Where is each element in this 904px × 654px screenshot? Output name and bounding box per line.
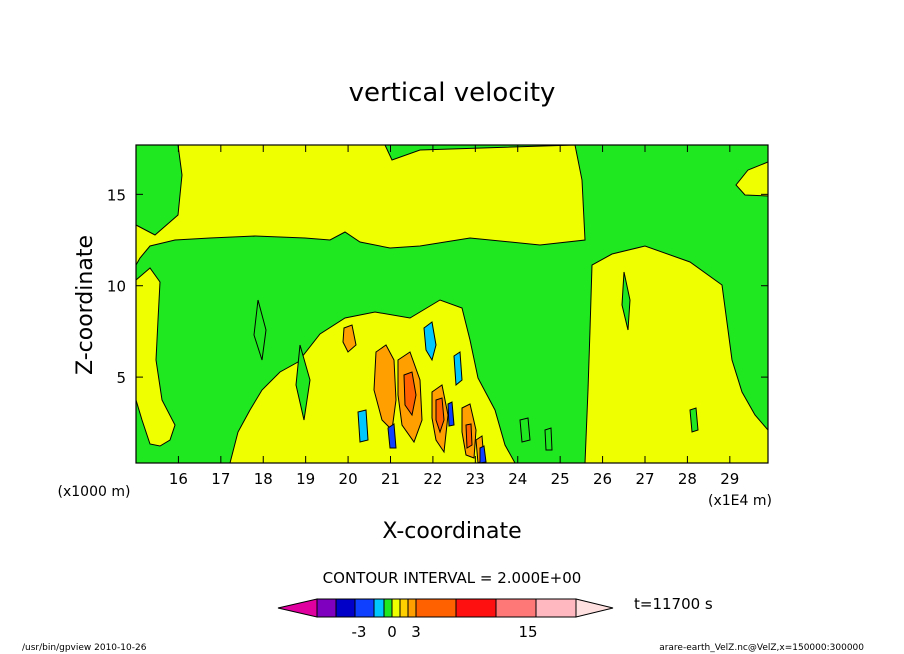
x-tick-label: 17 [211,470,230,488]
contour-region-cyan-1 [423,321,437,362]
colorbar-segment [354,598,375,618]
x-tick-label: 25 [551,470,570,488]
chart-title: vertical velocity [349,78,556,108]
x-tick-label: 23 [466,470,485,488]
x-tick-label: 24 [508,470,527,488]
colorbar-segment [455,598,497,618]
contour-region-orange-5 [342,324,357,353]
contour-region-green-speck-1 [519,417,531,443]
plot-frame [135,144,769,464]
colorbar-segment [399,598,409,618]
contour-region-blue-2 [447,401,455,427]
contour-region-cyan-3 [357,409,369,443]
x-tick-label: 21 [381,470,400,488]
colorbar-segment [391,598,401,618]
contour-region-upper-right-yellow [735,161,768,197]
colorbar: -3 0 3 15 [277,598,614,641]
contour-interval-label: CONTOUR INTERVAL = 2.000E+00 [323,569,582,587]
footer-left: /usr/bin/gpview 2010-10-26 [22,643,147,653]
x-tick-label: 16 [169,470,188,488]
x-axis-ticks: 16 17 18 19 20 21 22 23 24 25 26 27 28 29 [169,145,739,488]
colorbar-segment [335,598,356,618]
colorbar-arrow-right [575,598,614,618]
x-axis-label: X-coordinate [382,519,521,544]
contour-region-blue-1 [387,423,397,449]
y-tick-label: 15 [107,186,126,204]
contour-region-orange-1 [373,344,397,432]
contour-region-right-yellow [584,245,768,463]
colorbar-segment [383,598,393,618]
x-tick-label: 27 [635,470,654,488]
x-tick-label: 26 [593,470,612,488]
colorbar-segment [316,598,337,618]
contour-region-blue-3 [479,445,487,463]
y-axis-label: Z-coordinate [73,235,98,375]
footer-right: arare-earth_VelZ.nc@VelZ,x=150000:300000 [659,643,864,653]
colorbar-tick-label: 3 [411,623,421,641]
contour-region-dark-orange-2 [435,397,445,434]
contour-region-green-speck-2 [689,407,699,433]
x-tick-label: 28 [678,470,697,488]
x-unit-label: (x1E4 m) [708,493,772,509]
contour-region-green-streak-1 [621,271,631,331]
colorbar-segment [535,598,577,618]
contour-region-upper-yellow [136,145,586,267]
y-tick-label: 5 [116,369,126,387]
plot-area [136,145,768,463]
x-tick-label: 19 [296,470,315,488]
colorbar-segment [415,598,457,618]
contour-region-dark-orange-1 [403,371,417,417]
y-unit-label: (x1000 m) [58,484,131,500]
colorbar-tick-label: 0 [387,623,397,641]
contour-region-green-speck-3 [544,427,553,451]
contour-region-dark-orange-3 [465,423,473,449]
colorbar-segment [495,598,537,618]
contour-region-cyan-2 [453,351,463,387]
contour-region-lower-left-yellow [136,267,176,447]
time-label: t=11700 s [634,595,713,613]
contour-region-green-streak-2 [253,299,267,361]
y-axis-ticks: 5 10 15 [107,186,768,387]
colorbar-segment [373,598,385,618]
colorbar-tick-label: 15 [518,623,537,641]
x-tick-label: 18 [254,470,273,488]
x-tick-label: 22 [423,470,442,488]
colorbar-tick-label: -3 [352,623,367,641]
x-tick-label: 29 [720,470,739,488]
colorbar-arrow-left [277,598,318,618]
colorbar-segment [407,598,417,618]
contour-region-green-streak-3 [295,344,311,421]
x-tick-label: 20 [339,470,358,488]
y-tick-label: 10 [107,278,126,296]
